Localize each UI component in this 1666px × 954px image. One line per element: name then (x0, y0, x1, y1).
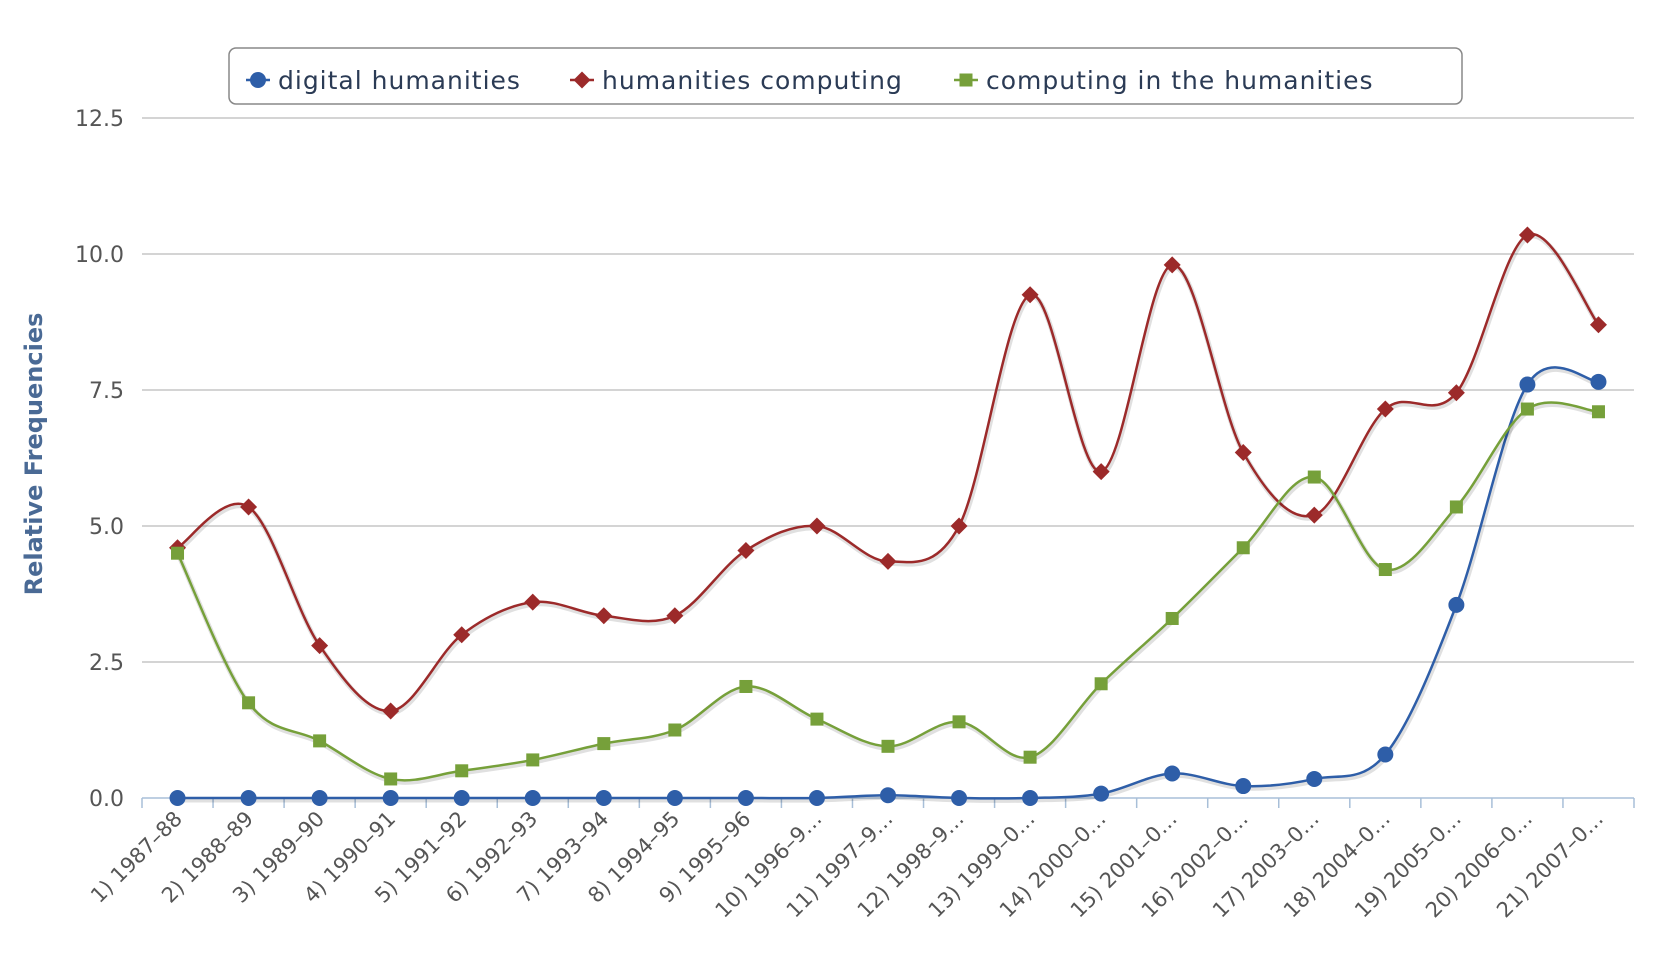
data-point-computing-in-the-humanities[interactable] (384, 772, 398, 786)
y-axis-title: Relative Frequencies (20, 313, 48, 596)
series-line-shadow (177, 233, 1602, 716)
series-line-shadow (178, 366, 1600, 803)
data-point-digital-humanities[interactable] (524, 790, 541, 806)
legend-label: digital humanities (278, 66, 521, 95)
data-point-humanities-computing[interactable] (524, 593, 542, 611)
legend-label: computing in the humanities (986, 66, 1374, 95)
y-tick-label: 7.5 (89, 379, 124, 404)
data-point-digital-humanities[interactable] (311, 790, 328, 806)
data-point-computing-in-the-humanities[interactable] (1378, 563, 1392, 577)
series-line-computing-in-the-humanities (176, 401, 1599, 782)
y-tick-label: 12.5 (75, 107, 124, 132)
data-point-computing-in-the-humanities[interactable] (526, 753, 540, 767)
data-point-computing-in-the-humanities[interactable] (313, 734, 327, 748)
series-humanities-computing (169, 226, 1607, 720)
data-point-digital-humanities[interactable] (1448, 596, 1465, 613)
data-point-humanities-computing[interactable] (1518, 226, 1536, 244)
data-point-digital-humanities[interactable] (595, 790, 612, 806)
legend-marker (959, 73, 973, 87)
series-line-digital-humanities (177, 366, 1599, 800)
data-point-humanities-computing[interactable] (666, 607, 684, 625)
series-line-shadow (176, 402, 1600, 785)
data-point-computing-in-the-humanities[interactable] (1591, 405, 1605, 419)
data-point-digital-humanities[interactable] (1519, 376, 1536, 393)
data-point-digital-humanities[interactable] (382, 790, 399, 806)
data-point-humanities-computing[interactable] (1376, 400, 1394, 418)
data-point-humanities-computing[interactable] (240, 498, 258, 516)
data-point-digital-humanities[interactable] (880, 787, 896, 804)
series-computing-in-the-humanities (171, 401, 1605, 786)
y-tick-label: 5.0 (89, 515, 124, 540)
legend-box (228, 47, 1463, 105)
data-point-humanities-computing[interactable] (879, 552, 897, 570)
legend-marker (250, 72, 266, 88)
data-point-digital-humanities[interactable] (240, 790, 257, 806)
data-point-computing-in-the-humanities[interactable] (1023, 750, 1037, 764)
data-point-computing-in-the-humanities[interactable] (952, 715, 966, 729)
data-point-computing-in-the-humanities[interactable] (881, 739, 895, 753)
data-point-digital-humanities[interactable] (951, 790, 968, 806)
data-point-computing-in-the-humanities[interactable] (1520, 402, 1534, 416)
legend[interactable]: digital humanities humanities computing co… (228, 47, 1463, 105)
legend-label: humanities computing (602, 66, 903, 95)
legend-item-digital-humanities[interactable]: digital humanities (246, 66, 521, 95)
data-point-computing-in-the-humanities[interactable] (810, 712, 824, 726)
data-point-computing-in-the-humanities[interactable] (455, 764, 469, 778)
data-point-humanities-computing[interactable] (1305, 506, 1323, 524)
data-point-humanities-computing[interactable] (1163, 256, 1181, 274)
data-point-digital-humanities[interactable] (1590, 373, 1607, 390)
data-point-humanities-computing[interactable] (1447, 384, 1465, 402)
data-point-computing-in-the-humanities[interactable] (1307, 470, 1321, 484)
data-point-computing-in-the-humanities[interactable] (597, 737, 611, 751)
data-point-humanities-computing[interactable] (808, 517, 826, 535)
data-point-digital-humanities[interactable] (169, 790, 186, 806)
data-point-digital-humanities[interactable] (1164, 765, 1181, 782)
data-point-humanities-computing[interactable] (1234, 444, 1252, 462)
data-point-digital-humanities[interactable] (737, 790, 754, 806)
data-point-digital-humanities[interactable] (808, 790, 825, 806)
data-point-digital-humanities[interactable] (1022, 790, 1039, 806)
y-tick-label: 0.0 (89, 787, 124, 812)
data-point-computing-in-the-humanities[interactable] (739, 679, 753, 693)
series-line-humanities-computing (176, 232, 1600, 713)
data-point-humanities-computing[interactable] (311, 637, 329, 655)
y-tick-label: 2.5 (89, 651, 124, 676)
data-point-computing-in-the-humanities[interactable] (668, 723, 682, 737)
data-point-humanities-computing[interactable] (595, 607, 613, 625)
legend-item-computing-in-the-humanities[interactable]: computing in the humanities (954, 66, 1374, 95)
data-point-digital-humanities[interactable] (453, 790, 470, 806)
legend-marker (573, 71, 591, 89)
series-digital-humanities (169, 366, 1607, 806)
grid-layer (142, 117, 1634, 663)
data-point-humanities-computing[interactable] (1092, 463, 1110, 481)
data-point-computing-in-the-humanities[interactable] (1236, 541, 1250, 555)
data-point-digital-humanities[interactable] (666, 790, 683, 806)
data-point-humanities-computing[interactable] (737, 541, 755, 559)
series-layer (169, 226, 1607, 806)
data-point-digital-humanities[interactable] (1306, 770, 1323, 787)
y-tick-label: 10.0 (75, 243, 124, 268)
data-point-humanities-computing[interactable] (1589, 316, 1607, 334)
data-point-digital-humanities[interactable] (1093, 785, 1110, 802)
legend-item-humanities-computing[interactable]: humanities computing (570, 66, 903, 95)
data-point-computing-in-the-humanities[interactable] (171, 546, 185, 560)
data-point-humanities-computing[interactable] (382, 702, 400, 720)
data-point-digital-humanities[interactable] (1235, 778, 1252, 795)
data-point-digital-humanities[interactable] (1377, 746, 1394, 763)
data-point-computing-in-the-humanities[interactable] (242, 696, 256, 710)
data-point-computing-in-the-humanities[interactable] (1165, 611, 1179, 625)
data-point-humanities-computing[interactable] (453, 626, 471, 644)
data-point-humanities-computing[interactable] (950, 517, 968, 535)
data-point-computing-in-the-humanities[interactable] (1449, 500, 1463, 514)
data-point-humanities-computing[interactable] (1021, 286, 1039, 304)
data-point-computing-in-the-humanities[interactable] (1094, 677, 1108, 691)
